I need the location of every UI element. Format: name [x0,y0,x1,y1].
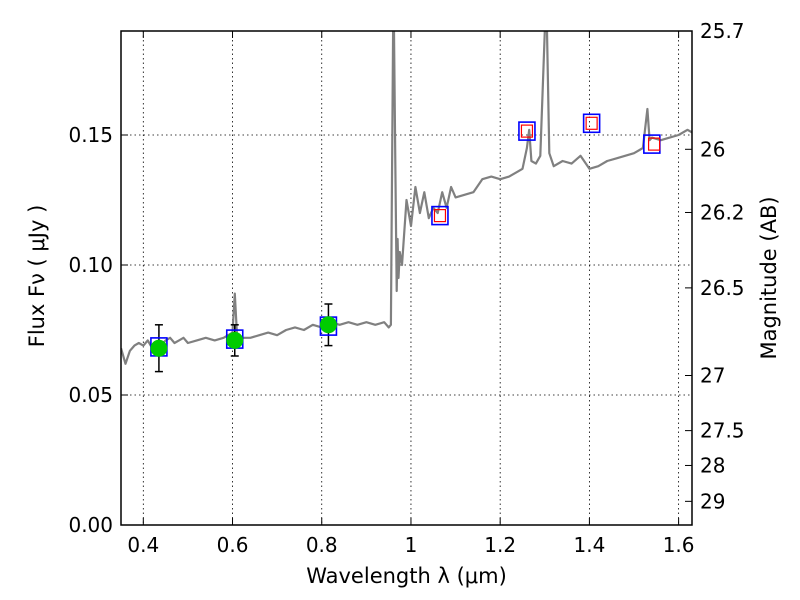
axis-ticks: 0.4 0.6 0.8 1 1.2 1.4 1.6 0.00 0.05 0.10 0.15 25.7 2… [68,19,744,557]
plot-frame [120,30,693,526]
plot-series [121,31,692,373]
nondetection-marker [433,209,447,223]
nondetection-marker [585,116,598,130]
right-tick-label: 27 [700,364,725,388]
clipped-series [121,31,692,373]
x-tick-label: 1.2 [484,533,516,557]
right-axis-label: Magnitude (AB) [757,196,781,359]
nondetection-marker [520,124,534,138]
spectrum-line [121,31,692,365]
x-tick-label: 1.4 [573,533,605,557]
x-axis-label: Wavelength λ (μm) [306,564,507,588]
right-tick-label: 26 [700,137,725,161]
y-tick-label: 0.10 [68,253,113,277]
grid-lines [121,31,692,525]
right-tick-label: 29 [700,489,725,513]
observed-point [319,316,337,334]
x-tick-label: 0.6 [217,533,249,557]
x-tick-label: 0.4 [127,533,159,557]
right-tick-label: 28 [700,453,725,477]
nondetection-marker [647,137,661,151]
x-tick-label: 0.8 [306,533,338,557]
y-tick-label: 0.00 [68,513,113,537]
x-tick-label: 1.6 [663,533,695,557]
right-tick-label: 27.5 [700,419,745,443]
right-tick-label: 26.2 [700,200,745,224]
right-tick-label: 26.5 [700,276,745,300]
model-box [518,121,536,141]
observed-point [150,339,168,357]
x-tick-label: 1 [405,533,418,557]
model-box [582,113,601,134]
model-box [431,205,449,226]
y-tick-label: 0.05 [68,383,113,407]
y-axis-label: Flux Fν ( μJy ) [25,205,49,348]
right-tick-label: 25.7 [700,19,745,43]
observed-point [226,331,244,349]
y-tick-label: 0.15 [68,123,113,147]
